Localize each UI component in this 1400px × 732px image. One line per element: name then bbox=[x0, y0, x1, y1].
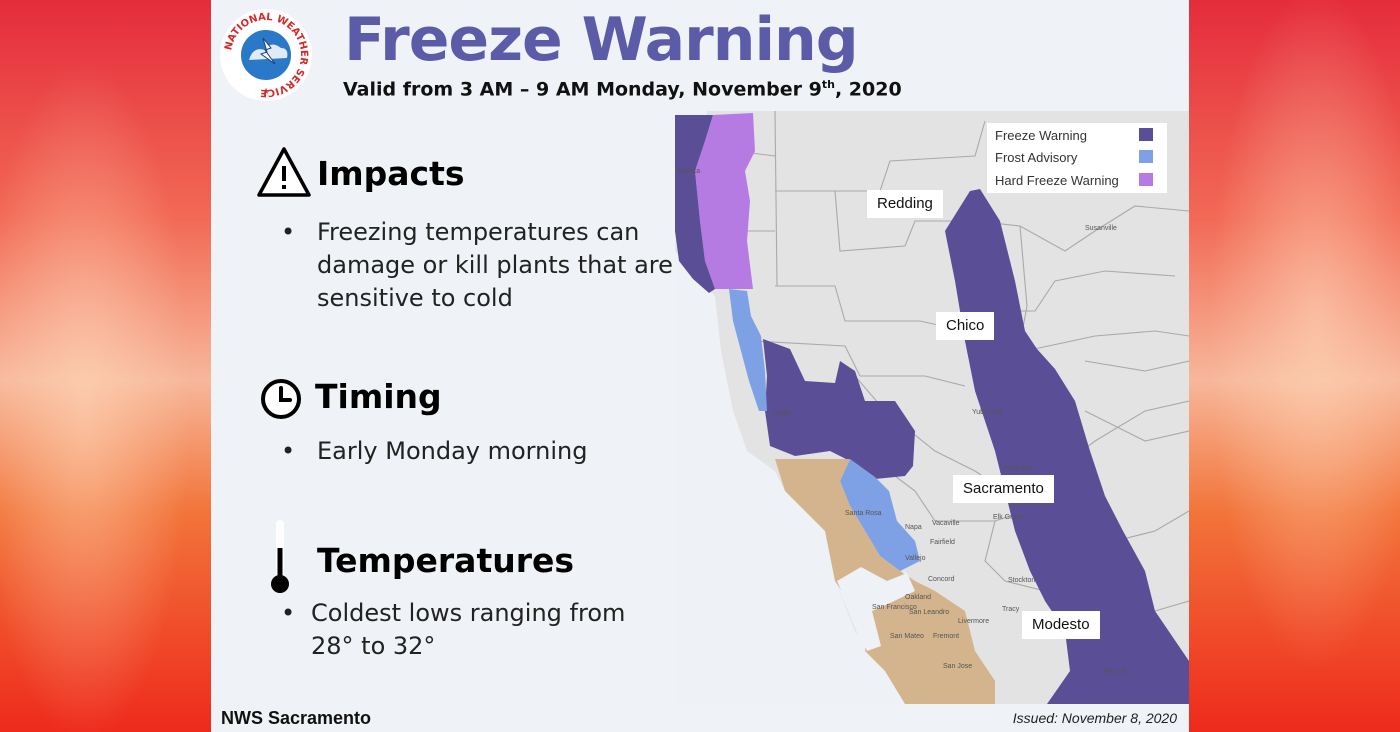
svg-text:Fairfield: Fairfield bbox=[930, 539, 955, 546]
hard-freeze-area bbox=[695, 113, 755, 289]
ocean bbox=[675, 111, 905, 704]
freeze-warning-areas bbox=[675, 115, 1189, 704]
svg-text:Ukiah: Ukiah bbox=[773, 410, 791, 417]
timing-heading: Timing bbox=[315, 377, 442, 416]
svg-text:Merced: Merced bbox=[1103, 668, 1126, 675]
svg-text:Concord: Concord bbox=[928, 576, 955, 583]
valid-time: Valid from 3 AM – 9 AM Monday, November … bbox=[343, 78, 902, 101]
warning-triangle-icon bbox=[257, 147, 311, 197]
svg-text:San Jose: San Jose bbox=[943, 663, 972, 670]
svg-text:Oakland: Oakland bbox=[905, 594, 931, 601]
svg-text:Tracy: Tracy bbox=[1002, 606, 1020, 613]
svg-text:Livermore: Livermore bbox=[958, 618, 989, 625]
small-place-labels: Eureka Ukiah Santa Rosa Napa Vacaville F… bbox=[678, 168, 1126, 675]
frost-advisory-areas bbox=[729, 289, 920, 571]
legend-label-freeze: Freeze Warning bbox=[995, 128, 1087, 143]
svg-text:Santa Rosa: Santa Rosa bbox=[845, 510, 882, 517]
svg-text:★: ★ bbox=[262, 86, 270, 96]
city-label-chico: Chico bbox=[936, 312, 995, 340]
temperatures-heading: Temperatures bbox=[317, 541, 575, 580]
svg-text:Elk Grove: Elk Grove bbox=[993, 514, 1024, 521]
svg-text:San Leandro: San Leandro bbox=[909, 609, 949, 616]
legend-swatch-freeze bbox=[1139, 128, 1153, 141]
page-title: Freeze Warning bbox=[344, 5, 859, 75]
svg-text:Eureka: Eureka bbox=[678, 168, 700, 175]
background-left bbox=[0, 0, 210, 732]
city-label-sacramento: Sacramento bbox=[953, 475, 1054, 503]
temperatures-bullet: • Coldest lows ranging from 28° to 32° bbox=[281, 599, 626, 660]
legend-label-frost: Frost Advisory bbox=[995, 150, 1078, 165]
city-label-redding: Redding bbox=[867, 190, 943, 218]
slide: NATIONAL WEATHER SERVICE ★ Freeze Warnin… bbox=[211, 0, 1189, 732]
background-right bbox=[1190, 0, 1400, 732]
timing-bullet: • Early Monday morning bbox=[281, 437, 588, 465]
impacts-bullet: • Freezing temperatures can damage or kil… bbox=[281, 218, 673, 312]
svg-text:San Mateo: San Mateo bbox=[890, 633, 924, 640]
svg-text:Yuba City: Yuba City bbox=[972, 409, 1002, 416]
svg-text:Stockton: Stockton bbox=[1008, 577, 1035, 584]
thermometer-icon bbox=[271, 520, 289, 593]
svg-text:Napa: Napa bbox=[905, 524, 922, 531]
legend-label-hard-freeze: Hard Freeze Warning bbox=[995, 173, 1119, 188]
legend-swatch-hard-freeze bbox=[1139, 173, 1153, 186]
issued-date: Issued: November 8, 2020 bbox=[1012, 710, 1177, 726]
map-legend: Freeze Warning Frost Advisory Hard Freez… bbox=[987, 123, 1167, 193]
office-name: NWS Sacramento bbox=[221, 708, 372, 728]
svg-text:Vacaville: Vacaville bbox=[932, 520, 960, 527]
svg-text:Susanville: Susanville bbox=[1085, 225, 1117, 232]
impacts-heading: Impacts bbox=[317, 154, 465, 193]
svg-text:San Francisco: San Francisco bbox=[872, 604, 917, 611]
svg-text:Fremont: Fremont bbox=[933, 633, 959, 640]
city-label-modesto: Modesto bbox=[1022, 611, 1100, 639]
clock-icon bbox=[261, 379, 301, 419]
nws-logo: NATIONAL WEATHER SERVICE ★ bbox=[220, 9, 312, 101]
svg-text:Vallejo: Vallejo bbox=[905, 555, 926, 562]
svg-text:Roseville: Roseville bbox=[1003, 465, 1032, 472]
legend-swatch-frost bbox=[1139, 150, 1153, 163]
